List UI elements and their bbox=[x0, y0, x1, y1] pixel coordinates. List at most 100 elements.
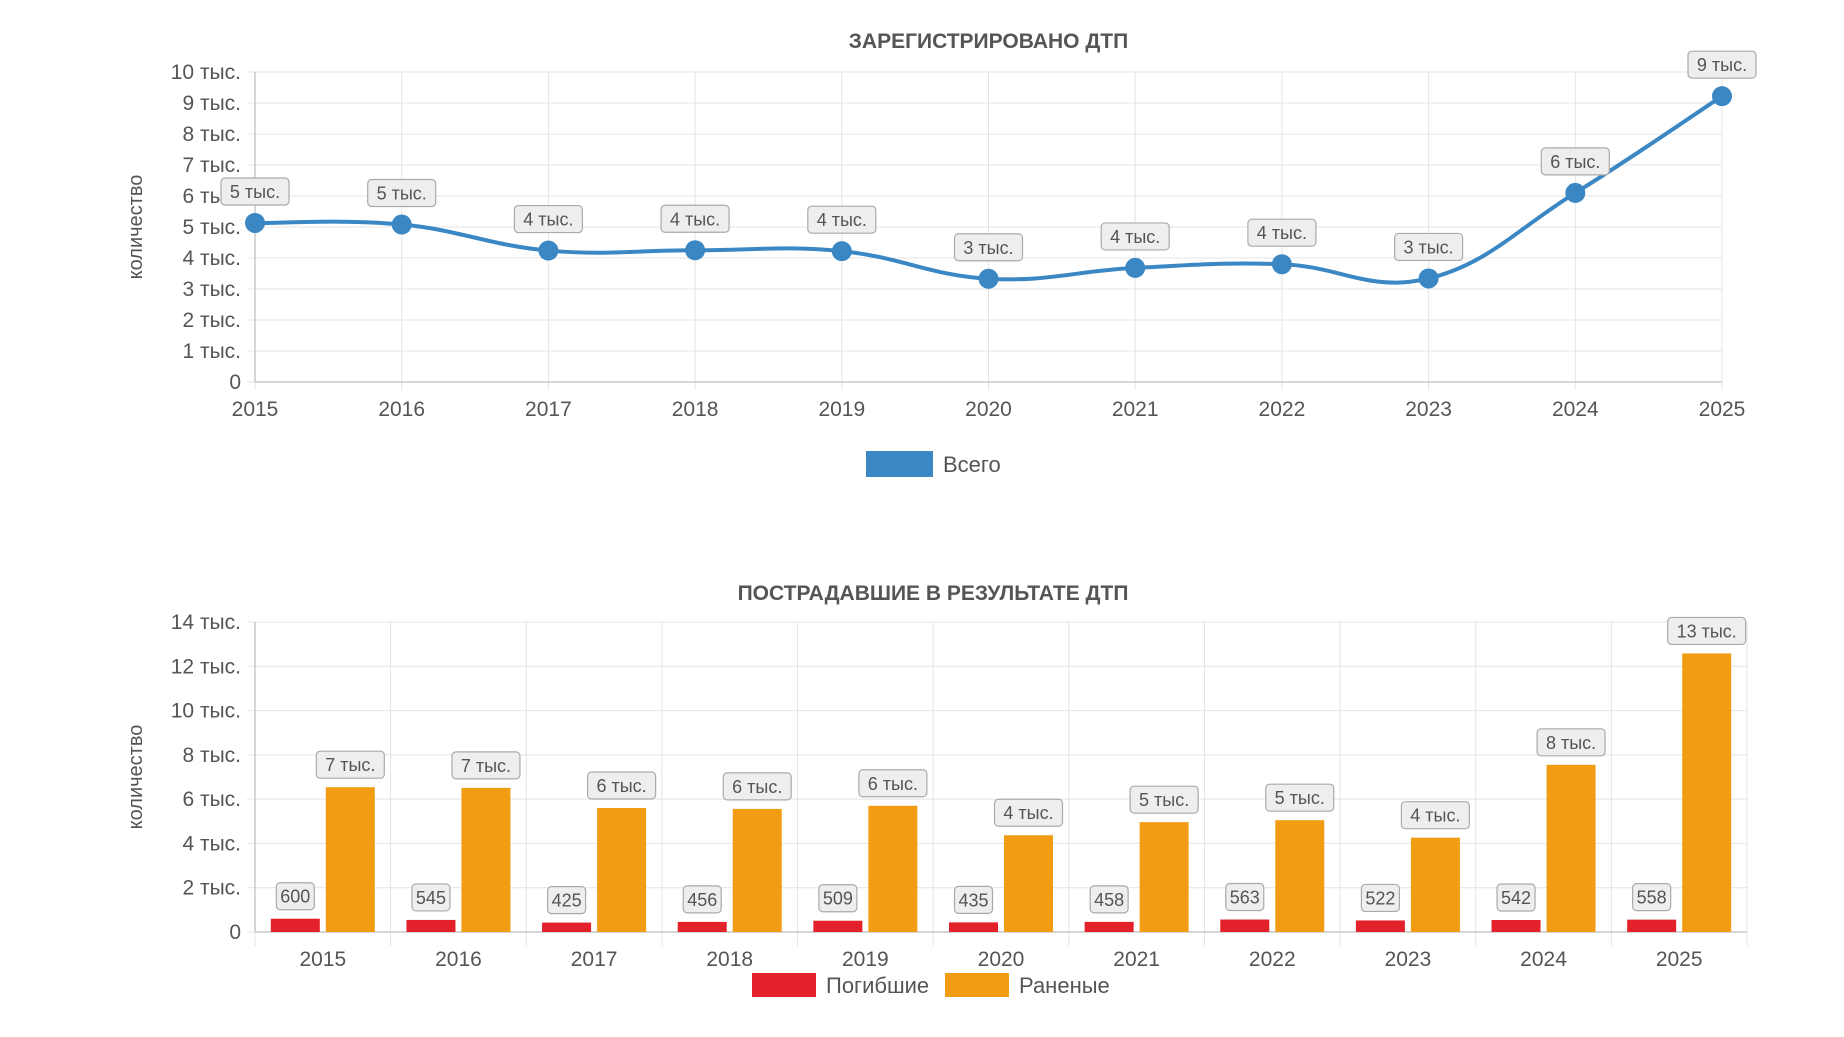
data-point[interactable] bbox=[245, 212, 265, 233]
legend-swatch-killed[interactable] bbox=[752, 973, 816, 997]
data-point[interactable] bbox=[978, 268, 999, 289]
data-label-box bbox=[1393, 232, 1464, 262]
y-tick-label: 2 тыс. bbox=[182, 309, 241, 332]
data-label-box bbox=[1225, 882, 1265, 912]
data-label: 4 тыс. bbox=[1110, 227, 1160, 247]
data-label-box bbox=[451, 751, 521, 780]
y-tick-label: 7 тыс. bbox=[182, 154, 241, 177]
y-tick-label: 9 тыс. bbox=[182, 92, 241, 115]
bar-killed[interactable] bbox=[1627, 919, 1677, 932]
bar-injured[interactable] bbox=[1275, 820, 1325, 932]
data-point[interactable] bbox=[1565, 182, 1586, 203]
y-tick-label: 2 тыс. bbox=[182, 877, 241, 900]
legend-label-total: Всего bbox=[943, 452, 1001, 477]
data-label-box bbox=[807, 205, 877, 234]
bar-injured[interactable] bbox=[1546, 764, 1596, 932]
x-tick-label: 2019 bbox=[818, 398, 865, 421]
data-label: 542 bbox=[1501, 888, 1531, 908]
data-label: 4 тыс. bbox=[670, 209, 720, 229]
data-label: 456 bbox=[687, 890, 717, 910]
bar-killed[interactable] bbox=[270, 918, 320, 932]
data-label: 4 тыс. bbox=[1003, 803, 1053, 823]
y-tick-label: 5 тыс. bbox=[182, 216, 241, 239]
x-tick-label: 2023 bbox=[1385, 948, 1432, 971]
data-label-box bbox=[1360, 883, 1401, 913]
data-point[interactable] bbox=[1712, 86, 1732, 107]
data-label: 6 тыс. bbox=[596, 776, 646, 796]
y-tick-label: 4 тыс. bbox=[182, 832, 241, 855]
data-point[interactable] bbox=[1125, 257, 1146, 278]
bar-killed[interactable] bbox=[542, 922, 592, 932]
bar-killed[interactable] bbox=[949, 922, 998, 932]
data-label: 558 bbox=[1637, 888, 1667, 908]
data-label: 5 тыс. bbox=[377, 184, 427, 204]
bar-injured[interactable] bbox=[461, 787, 511, 932]
data-label: 7 тыс. bbox=[461, 756, 511, 776]
y-axis-label: количество bbox=[125, 725, 147, 830]
data-label-box bbox=[993, 798, 1064, 827]
bar-injured[interactable] bbox=[732, 808, 782, 932]
y-tick-label: 6 тыс. bbox=[182, 788, 241, 811]
y-tick-label: 10 тыс. bbox=[171, 61, 241, 84]
bar-injured[interactable] bbox=[1410, 837, 1460, 932]
y-tick-label: 14 тыс. bbox=[171, 611, 241, 634]
bar-injured[interactable] bbox=[868, 805, 918, 932]
bar-killed[interactable] bbox=[677, 921, 727, 932]
data-label-box bbox=[411, 883, 451, 912]
data-label: 6 тыс. bbox=[868, 774, 918, 794]
data-label-box bbox=[513, 204, 584, 234]
bar-injured[interactable] bbox=[325, 787, 375, 932]
bar-killed[interactable] bbox=[1491, 919, 1541, 932]
data-label-box bbox=[660, 204, 730, 233]
data-label-box bbox=[953, 885, 994, 914]
x-tick-label: 2020 bbox=[978, 948, 1025, 971]
legend-swatch-injured[interactable] bbox=[945, 973, 1009, 997]
chart-title: ЗАРЕГИСТРИРОВАНО ДТП bbox=[849, 30, 1128, 53]
y-tick-label: 0 bbox=[229, 371, 241, 394]
y-axis-label: количество bbox=[125, 175, 147, 280]
x-tick-label: 2015 bbox=[232, 398, 279, 421]
data-label: 435 bbox=[958, 890, 988, 910]
bar-killed[interactable] bbox=[813, 920, 863, 932]
data-point[interactable] bbox=[831, 241, 852, 262]
data-label: 4 тыс. bbox=[817, 210, 867, 230]
legend-swatch-total[interactable] bbox=[866, 451, 933, 477]
data-point[interactable] bbox=[685, 240, 706, 261]
x-tick-label: 2022 bbox=[1259, 398, 1306, 421]
data-label-box bbox=[1540, 147, 1610, 176]
data-label-box bbox=[1667, 616, 1747, 646]
x-tick-label: 2025 bbox=[1656, 948, 1703, 971]
data-label: 509 bbox=[823, 889, 853, 909]
data-label-box bbox=[315, 750, 385, 779]
x-tick-label: 2018 bbox=[672, 398, 719, 421]
data-label: 458 bbox=[1094, 890, 1124, 910]
y-tick-label: 4 тыс. bbox=[182, 247, 241, 270]
x-tick-label: 2021 bbox=[1112, 398, 1159, 421]
x-tick-label: 2015 bbox=[299, 948, 346, 971]
y-tick-label: 3 тыс. bbox=[182, 278, 241, 301]
bar-killed[interactable] bbox=[1084, 921, 1134, 932]
bar-killed[interactable] bbox=[1220, 919, 1270, 932]
bar-killed[interactable] bbox=[406, 919, 456, 932]
data-point[interactable] bbox=[1271, 254, 1292, 275]
data-label-box bbox=[1100, 222, 1170, 251]
data-label: 6 тыс. bbox=[732, 777, 782, 797]
legend-label-injured: Раненые bbox=[1019, 973, 1110, 998]
data-label: 3 тыс. bbox=[1403, 237, 1453, 257]
data-point[interactable] bbox=[1418, 268, 1439, 289]
data-label-box bbox=[722, 772, 792, 801]
registered-accidents-chart: ЗАРЕГИСТРИРОВАНО ДТП количество 0 1 тыс. 2 т… bbox=[125, 30, 1757, 477]
bar-injured[interactable] bbox=[1139, 822, 1189, 932]
bar-injured[interactable] bbox=[597, 808, 647, 932]
bar-killed[interactable] bbox=[1355, 920, 1405, 932]
data-label: 522 bbox=[1365, 888, 1395, 908]
data-label-box bbox=[1129, 785, 1199, 814]
data-label: 5 тыс. bbox=[1139, 790, 1189, 810]
data-point[interactable] bbox=[538, 240, 559, 261]
x-tick-label: 2025 bbox=[1699, 398, 1746, 421]
bar-injured[interactable] bbox=[1004, 835, 1053, 932]
data-point[interactable] bbox=[391, 214, 412, 235]
bar-injured[interactable] bbox=[1682, 653, 1732, 932]
data-label: 4 тыс. bbox=[1410, 806, 1460, 826]
